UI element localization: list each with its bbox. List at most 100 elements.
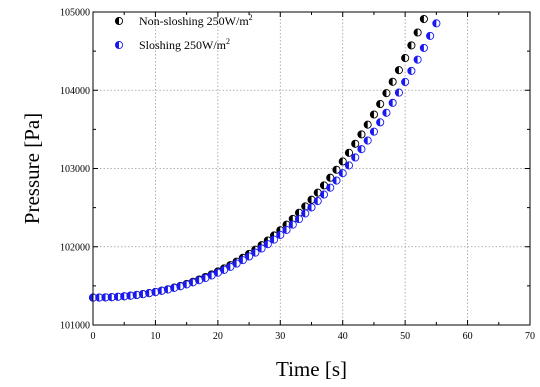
x-tick-label: 60: [463, 331, 473, 342]
legend-label-sloshing-sup: 2: [226, 37, 230, 46]
data-point: [201, 273, 210, 283]
data-point: [394, 66, 403, 75]
data-point: [263, 240, 272, 249]
x-axis-title: Time [s]: [276, 357, 347, 381]
y-tick-label: 105000: [60, 8, 90, 19]
x-tick-label: 70: [525, 331, 535, 342]
data-point: [245, 252, 254, 261]
data-point: [157, 286, 166, 295]
legend-item-non-sloshing: Non-sloshing 250W/m2: [114, 13, 253, 28]
legend-label-sloshing-main: Sloshing 250W/m: [139, 38, 227, 52]
data-point: [251, 248, 260, 257]
legend: Non-sloshing 250W/m2 Sloshing 250W/m2: [114, 13, 253, 52]
x-tick-label: 30: [275, 331, 285, 342]
data-point: [388, 98, 397, 107]
data-point: [307, 203, 316, 212]
data-point: [226, 262, 235, 271]
data-point: [207, 271, 216, 280]
data-point: [332, 165, 341, 174]
data-point: [419, 14, 428, 24]
data-point: [213, 268, 222, 277]
legend-marker-point: [114, 16, 124, 26]
data-point: [369, 127, 378, 136]
data-point: [376, 99, 385, 109]
x-tick-label: 0: [91, 331, 96, 342]
data-point: [332, 176, 341, 185]
data-point: [301, 202, 310, 211]
legend-label-non-sloshing: Non-sloshing 250W/m2: [139, 13, 253, 28]
data-point: [344, 161, 354, 170]
x-tick-label: 40: [338, 331, 348, 342]
data-point: [232, 259, 241, 268]
data-point: [357, 130, 366, 139]
y-axis-title: Pressure [Pa]: [20, 113, 44, 224]
data-point: [138, 290, 147, 299]
data-point: [407, 41, 416, 50]
legend-label-non-sloshing-main: Non-sloshing 250W/m: [139, 14, 249, 28]
data-point: [419, 43, 428, 52]
data-point: [363, 120, 372, 129]
data-point: [363, 136, 372, 145]
data-point: [376, 118, 385, 127]
y-tick-label: 103000: [60, 164, 90, 175]
data-point: [413, 55, 422, 64]
data-point: [170, 283, 179, 292]
data-point: [238, 256, 247, 265]
data-point: [407, 66, 416, 75]
x-tick-label: 10: [150, 331, 160, 342]
legend-label-non-sloshing-sup: 2: [249, 13, 253, 22]
data-point: [288, 220, 297, 229]
data-point: [394, 88, 403, 97]
data-point: [307, 195, 316, 204]
series-sloshing: [88, 19, 441, 302]
data-point: [301, 209, 310, 218]
data-point: [282, 225, 291, 234]
data-point: [351, 139, 360, 148]
data-point: [145, 289, 154, 298]
data-point: [151, 288, 160, 297]
data-point: [326, 173, 335, 182]
x-tick-label: 50: [400, 331, 410, 342]
data-point: [369, 110, 378, 119]
series-non-sloshing: [88, 14, 428, 302]
data-point: [101, 293, 110, 302]
data-point: [401, 77, 410, 87]
legend-marker-sloshing: [114, 40, 124, 50]
data-point: [326, 183, 335, 192]
data-point: [388, 77, 397, 86]
data-point: [401, 53, 410, 63]
data-point: [319, 190, 329, 199]
data-point: [351, 153, 360, 162]
data-point: [413, 28, 422, 37]
data-point: [338, 157, 347, 166]
y-tick-label: 102000: [60, 242, 90, 253]
data-point: [319, 181, 329, 190]
data-point: [338, 169, 347, 178]
legend-marker-non-sloshing: [114, 16, 124, 26]
data-point: [432, 19, 441, 28]
data-point: [382, 89, 391, 98]
legend-label-sloshing: Sloshing 250W/m2: [139, 37, 230, 52]
data-point: [313, 197, 322, 206]
data-point: [276, 230, 285, 239]
axis-ticks: 0 10 20 30 40 50 60 70 101000 102000 103000 104000 1…: [60, 8, 535, 343]
data-point: [357, 145, 366, 154]
y-tick-label: 104000: [60, 86, 90, 97]
data-point: [107, 293, 116, 302]
legend-marker-point: [114, 40, 124, 50]
data-point: [313, 188, 322, 197]
grid-lines: [93, 12, 530, 325]
series-markers: [88, 14, 441, 302]
y-tick-label: 101000: [60, 321, 90, 332]
x-tick-label: 20: [213, 331, 223, 342]
data-point: [257, 244, 266, 253]
data-point: [195, 276, 204, 285]
data-point: [344, 148, 354, 157]
data-point: [176, 282, 185, 291]
data-point: [426, 31, 435, 40]
data-point: [294, 215, 304, 224]
data-point: [269, 235, 279, 244]
data-point: [382, 108, 391, 117]
legend-item-sloshing: Sloshing 250W/m2: [114, 37, 230, 52]
